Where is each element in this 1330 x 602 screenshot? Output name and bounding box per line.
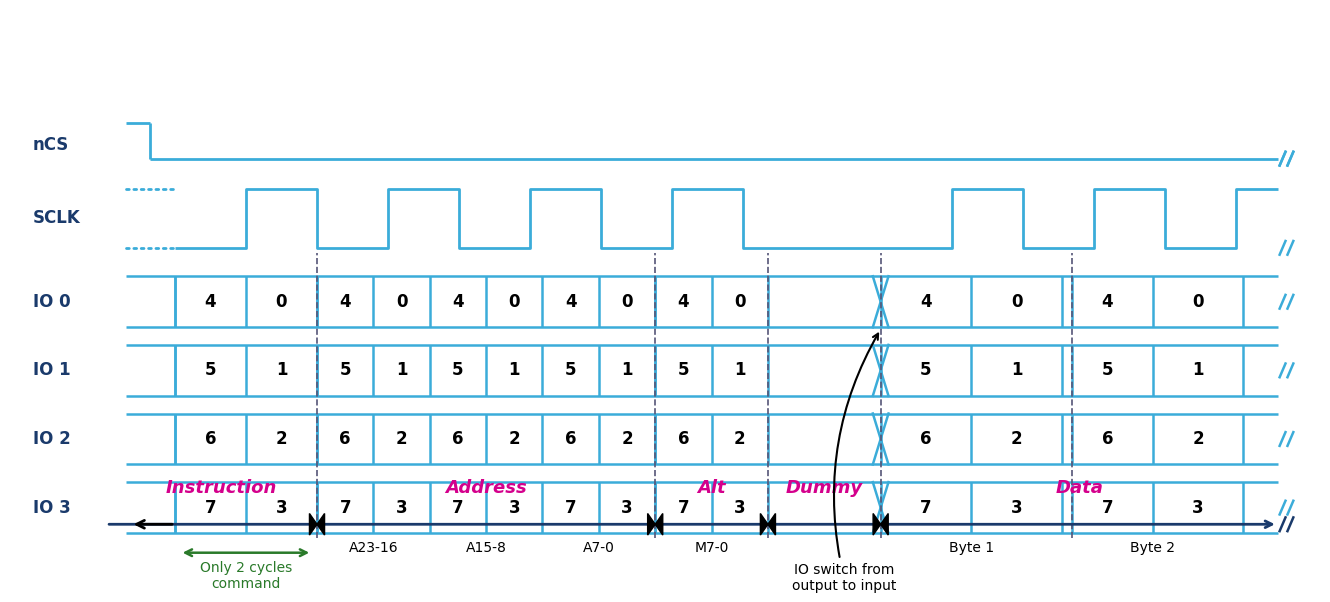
Text: 7: 7 [920, 498, 932, 517]
Polygon shape [872, 514, 880, 535]
Text: A23-16: A23-16 [348, 541, 398, 555]
Text: 2: 2 [734, 430, 746, 448]
Text: 1: 1 [1011, 361, 1023, 379]
Text: 7: 7 [452, 498, 464, 517]
Text: 2: 2 [621, 430, 633, 448]
Text: 4: 4 [339, 293, 351, 311]
Text: 0: 0 [734, 293, 746, 311]
Polygon shape [656, 514, 662, 535]
Text: 0: 0 [396, 293, 407, 311]
Text: 2: 2 [396, 430, 407, 448]
Text: 6: 6 [565, 430, 576, 448]
Text: 5: 5 [565, 361, 576, 379]
Text: 4: 4 [1101, 293, 1113, 311]
Text: IO 0: IO 0 [33, 293, 70, 311]
Text: IO 1: IO 1 [33, 361, 70, 379]
Polygon shape [310, 514, 317, 535]
Text: IO switch from
output to input: IO switch from output to input [791, 334, 896, 593]
Text: 3: 3 [396, 498, 407, 517]
Text: 1: 1 [621, 361, 633, 379]
Text: 5: 5 [452, 361, 464, 379]
Text: IO 2: IO 2 [33, 430, 70, 448]
Polygon shape [761, 514, 767, 535]
Text: 1: 1 [1192, 361, 1204, 379]
Text: 0: 0 [275, 293, 287, 311]
Text: 1: 1 [734, 361, 746, 379]
Text: M7-0: M7-0 [694, 541, 729, 555]
Text: nCS: nCS [33, 136, 69, 154]
Text: 7: 7 [565, 498, 576, 517]
Polygon shape [880, 514, 888, 535]
Text: 3: 3 [508, 498, 520, 517]
Text: Alt: Alt [697, 479, 726, 497]
Text: 3: 3 [275, 498, 287, 517]
Text: 6: 6 [920, 430, 932, 448]
Text: 2: 2 [508, 430, 520, 448]
Text: 3: 3 [1192, 498, 1204, 517]
Text: 4: 4 [920, 293, 932, 311]
Polygon shape [317, 514, 325, 535]
Text: Only 2 cycles
command: Only 2 cycles command [200, 560, 293, 591]
Text: 0: 0 [1192, 293, 1204, 311]
Text: 1: 1 [508, 361, 520, 379]
Text: 6: 6 [339, 430, 351, 448]
Text: 4: 4 [565, 293, 576, 311]
Text: 7: 7 [205, 498, 217, 517]
Text: Byte 1: Byte 1 [948, 541, 994, 555]
Text: 5: 5 [1101, 361, 1113, 379]
Text: 3: 3 [621, 498, 633, 517]
Text: Dummy: Dummy [786, 479, 863, 497]
Text: 3: 3 [1011, 498, 1023, 517]
Text: 4: 4 [677, 293, 689, 311]
Text: 1: 1 [275, 361, 287, 379]
Text: IO 3: IO 3 [33, 498, 70, 517]
Text: 7: 7 [339, 498, 351, 517]
Text: 2: 2 [275, 430, 287, 448]
Text: 6: 6 [677, 430, 689, 448]
Text: 2: 2 [1192, 430, 1204, 448]
Text: A7-0: A7-0 [583, 541, 614, 555]
Text: 6: 6 [1101, 430, 1113, 448]
Polygon shape [767, 514, 775, 535]
Text: 6: 6 [452, 430, 464, 448]
Polygon shape [648, 514, 656, 535]
Text: 5: 5 [920, 361, 932, 379]
Text: Data: Data [1055, 479, 1103, 497]
Text: SCLK: SCLK [33, 209, 81, 228]
Text: Instruction: Instruction [166, 479, 277, 497]
Text: 6: 6 [205, 430, 217, 448]
Text: 0: 0 [508, 293, 520, 311]
Text: Address: Address [446, 479, 527, 497]
Text: 1: 1 [396, 361, 407, 379]
Text: 5: 5 [339, 361, 351, 379]
Text: 0: 0 [621, 293, 633, 311]
Text: 2: 2 [1011, 430, 1023, 448]
Text: 7: 7 [1101, 498, 1113, 517]
Text: 4: 4 [205, 293, 217, 311]
Text: A15-8: A15-8 [465, 541, 507, 555]
Text: 4: 4 [452, 293, 464, 311]
Text: 0: 0 [1011, 293, 1023, 311]
Text: 3: 3 [734, 498, 746, 517]
Text: 5: 5 [205, 361, 217, 379]
Text: 7: 7 [677, 498, 689, 517]
Text: Byte 2: Byte 2 [1130, 541, 1176, 555]
Text: 5: 5 [677, 361, 689, 379]
